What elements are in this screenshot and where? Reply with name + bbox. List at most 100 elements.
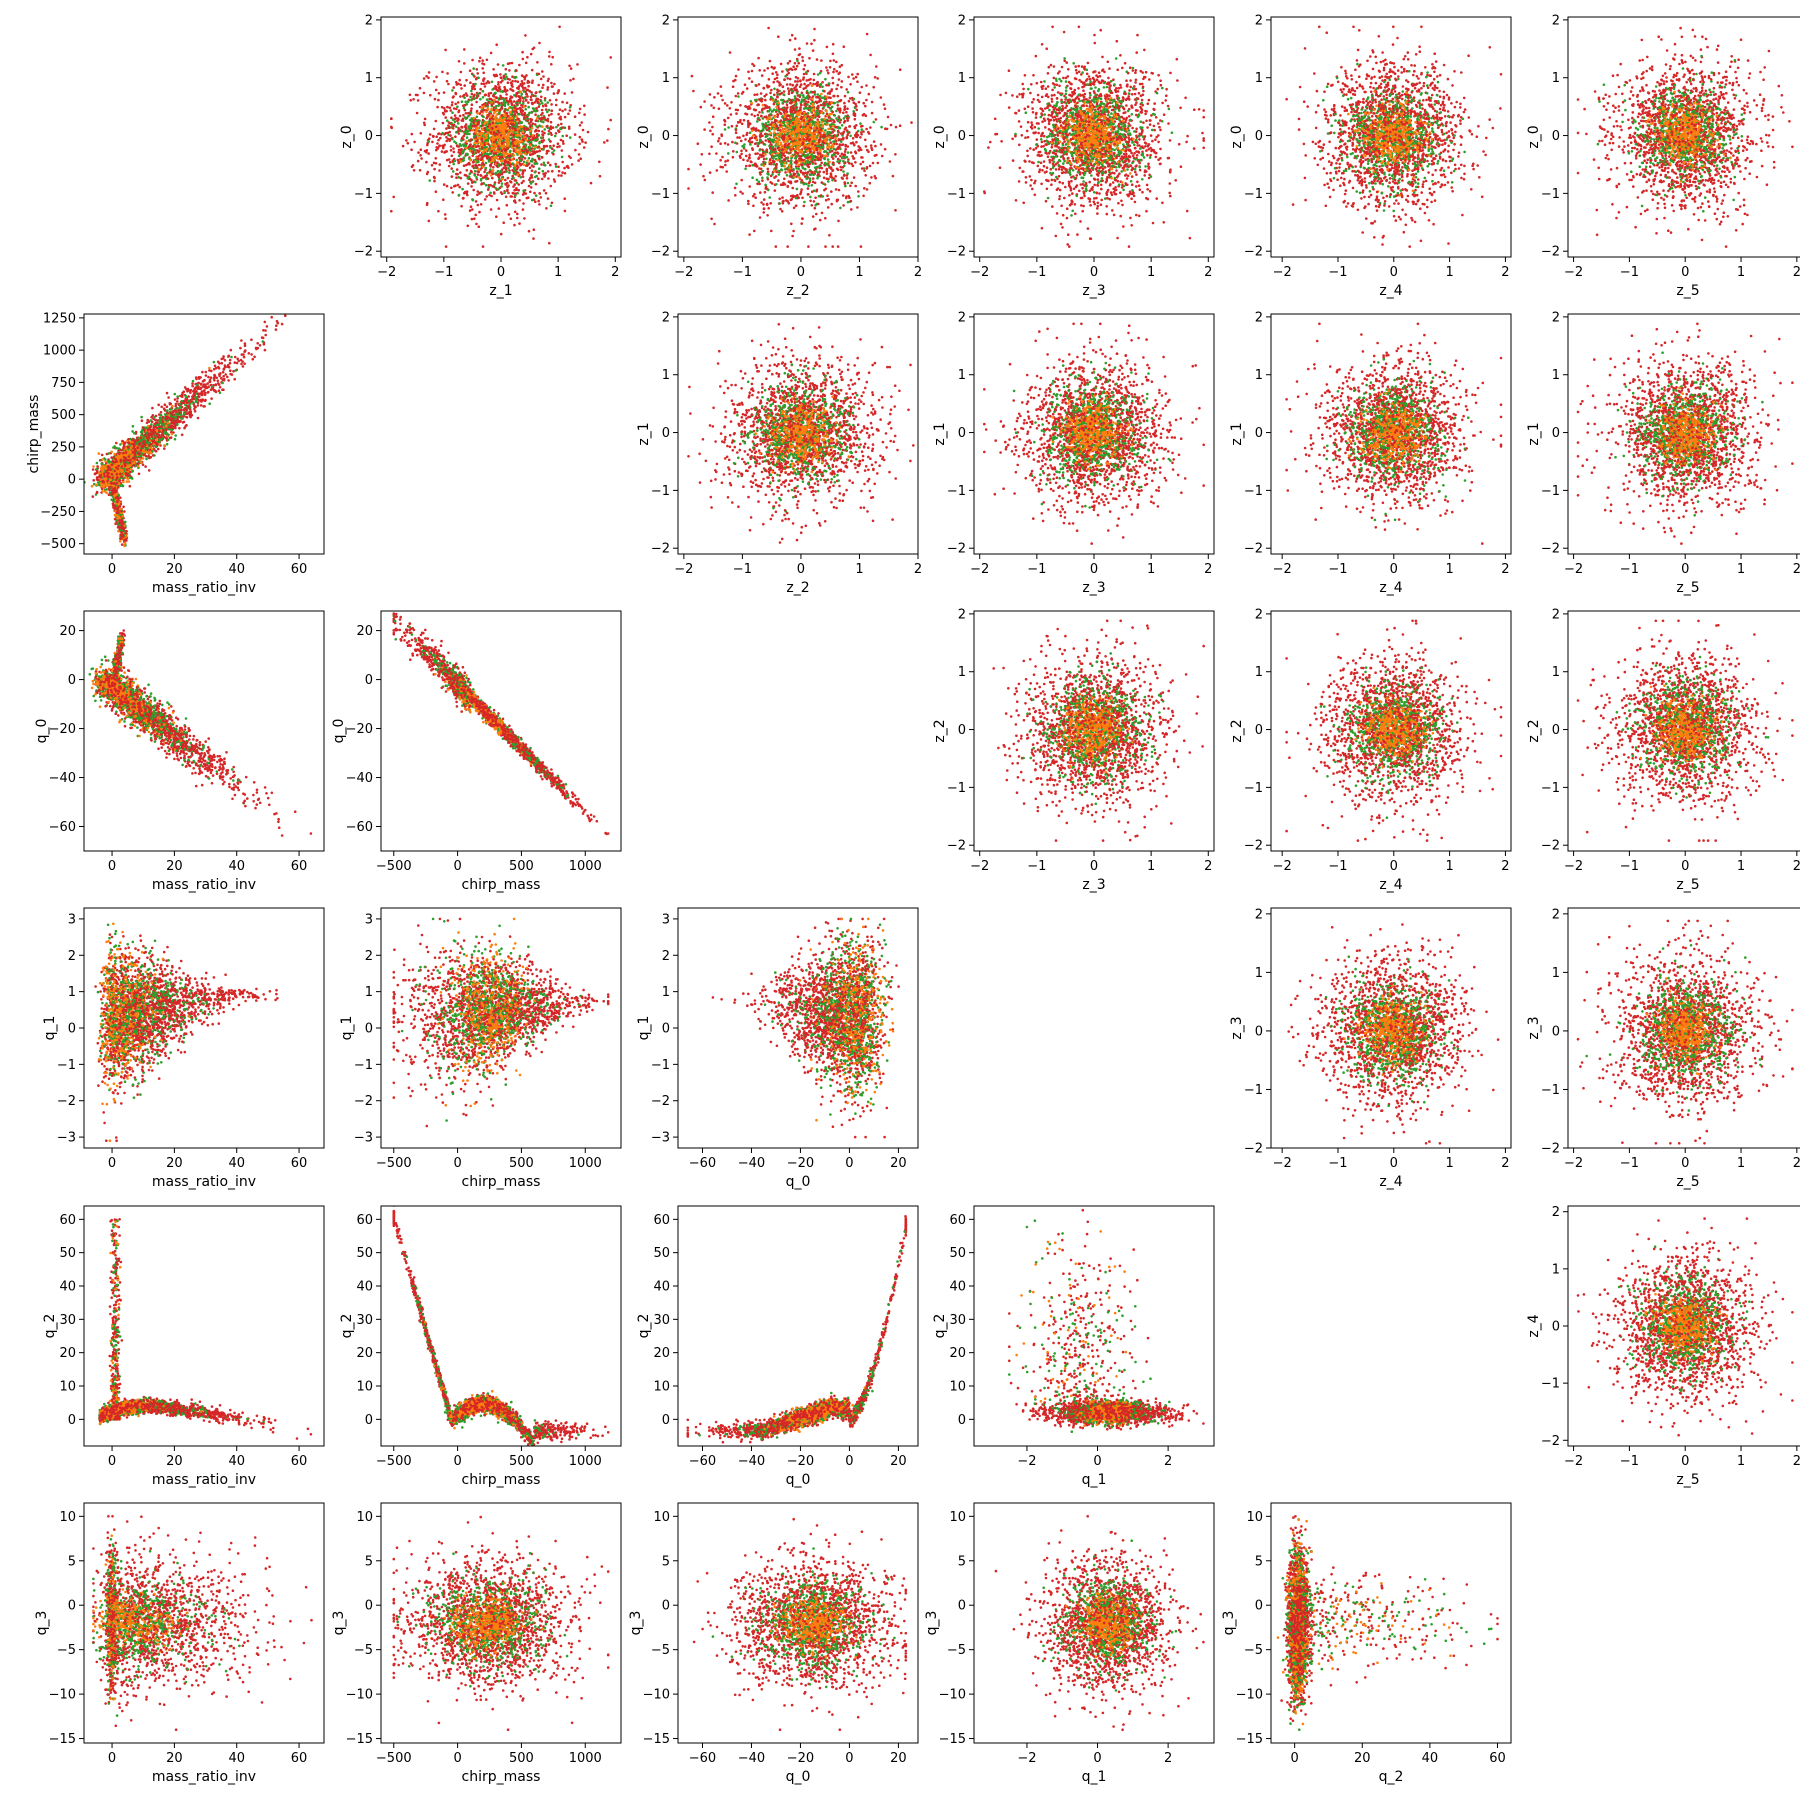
point-outer bbox=[525, 74, 528, 77]
point-outer bbox=[730, 113, 733, 116]
point-outer bbox=[806, 42, 809, 45]
point-middle bbox=[548, 109, 551, 112]
point-middle bbox=[727, 152, 730, 155]
point-middle bbox=[513, 168, 516, 171]
point-outer bbox=[446, 80, 449, 83]
point-middle bbox=[798, 174, 801, 177]
point-outer bbox=[877, 162, 880, 165]
point-outer bbox=[516, 145, 519, 148]
point-outer bbox=[498, 207, 501, 210]
point-outer bbox=[870, 147, 873, 150]
point-inner bbox=[524, 153, 527, 156]
point-middle bbox=[771, 139, 774, 142]
point-outer bbox=[481, 146, 484, 149]
point-outer bbox=[431, 141, 434, 144]
point-outer bbox=[862, 161, 865, 164]
point-outer bbox=[759, 191, 762, 194]
point-outer bbox=[749, 137, 752, 140]
point-inner bbox=[813, 149, 816, 152]
point-outer bbox=[763, 69, 766, 72]
point-outer bbox=[874, 145, 877, 148]
point-outer bbox=[451, 191, 454, 194]
point-outer bbox=[752, 205, 755, 208]
point-outer bbox=[493, 192, 496, 195]
point-outer bbox=[562, 140, 565, 143]
point-outer bbox=[763, 207, 766, 210]
point-outer bbox=[557, 142, 560, 145]
point-inner bbox=[481, 107, 484, 110]
point-outer bbox=[483, 83, 486, 86]
point-outer bbox=[517, 118, 520, 121]
point-outer bbox=[446, 72, 449, 75]
point-outer bbox=[792, 65, 795, 68]
point-middle bbox=[543, 162, 546, 165]
point-inner bbox=[789, 133, 792, 136]
point-outer bbox=[503, 86, 506, 89]
point-outer bbox=[887, 116, 890, 119]
point-inner bbox=[750, 102, 753, 105]
point-outer bbox=[490, 131, 493, 134]
point-outer bbox=[700, 106, 703, 109]
point-outer bbox=[525, 148, 528, 151]
point-inner bbox=[783, 165, 786, 168]
point-outer bbox=[803, 73, 806, 76]
point-middle bbox=[734, 142, 737, 145]
point-outer bbox=[446, 185, 449, 188]
point-middle bbox=[538, 141, 541, 144]
point-outer bbox=[512, 134, 515, 137]
point-outer bbox=[514, 106, 517, 109]
point-outer bbox=[708, 121, 711, 124]
point-outer bbox=[467, 225, 470, 228]
point-outer bbox=[853, 101, 856, 104]
point-outer bbox=[492, 122, 495, 125]
point-outer bbox=[459, 95, 462, 98]
point-inner bbox=[779, 133, 782, 136]
point-outer bbox=[528, 185, 531, 188]
point-middle bbox=[775, 183, 778, 186]
point-outer bbox=[847, 195, 850, 198]
point-outer bbox=[547, 118, 550, 121]
point-outer bbox=[801, 56, 804, 59]
point-outer bbox=[741, 192, 744, 195]
point-inner bbox=[483, 138, 486, 141]
point-inner bbox=[507, 134, 510, 137]
point-outer bbox=[455, 93, 458, 96]
point-outer bbox=[829, 60, 832, 63]
point-inner bbox=[795, 118, 798, 121]
point-outer bbox=[569, 79, 572, 82]
point-middle bbox=[749, 143, 752, 146]
point-middle bbox=[829, 124, 832, 127]
point-outer bbox=[761, 154, 764, 157]
point-outer bbox=[813, 39, 816, 42]
point-outer bbox=[459, 84, 462, 87]
point-middle bbox=[515, 159, 518, 162]
point-inner bbox=[519, 148, 522, 151]
point-outer bbox=[471, 59, 474, 62]
point-outer bbox=[732, 156, 735, 159]
point-outer bbox=[717, 92, 720, 95]
point-outer bbox=[748, 154, 751, 157]
point-outer bbox=[789, 60, 792, 63]
point-outer bbox=[468, 162, 471, 165]
point-outer bbox=[470, 205, 473, 208]
point-middle bbox=[824, 162, 827, 165]
point-outer bbox=[535, 183, 538, 186]
point-outer bbox=[531, 81, 534, 84]
point-outer bbox=[541, 141, 544, 144]
point-outer bbox=[709, 130, 712, 133]
point-outer bbox=[734, 187, 737, 190]
point-outer bbox=[532, 150, 535, 153]
point-outer bbox=[434, 98, 437, 101]
point-outer bbox=[439, 137, 442, 140]
point-outer bbox=[553, 92, 556, 95]
point-outer bbox=[437, 210, 440, 213]
point-outer bbox=[545, 152, 548, 155]
point-inner bbox=[825, 110, 828, 113]
point-inner bbox=[797, 141, 800, 144]
point-outer bbox=[505, 196, 508, 199]
point-middle bbox=[822, 195, 825, 198]
point-outer bbox=[577, 159, 580, 162]
point-outer bbox=[532, 237, 535, 240]
point-inner bbox=[777, 121, 780, 124]
point-inner bbox=[491, 147, 494, 150]
